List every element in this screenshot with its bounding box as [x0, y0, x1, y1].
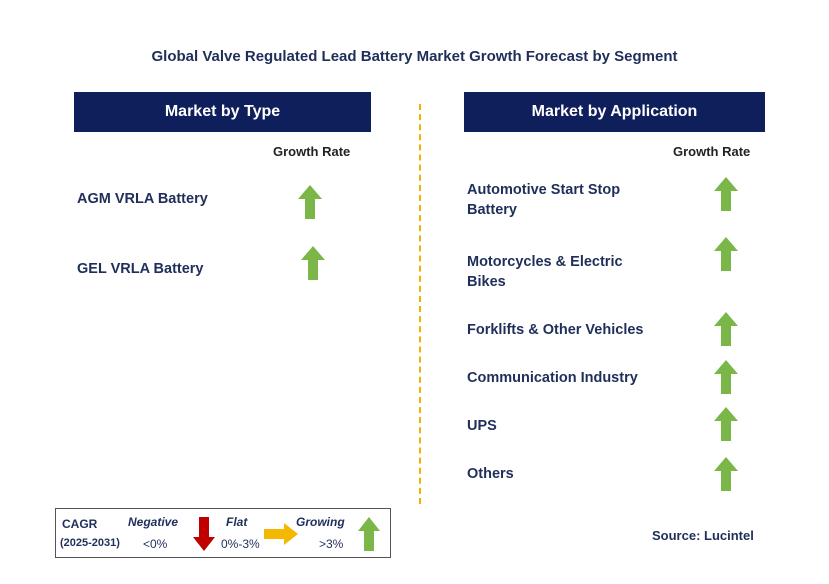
- growth-rate-label-application: Growth Rate: [673, 144, 751, 159]
- growing-arrow-icon: [714, 360, 738, 394]
- application-item-forklifts: Forklifts & Other Vehicles: [467, 322, 644, 338]
- type-item-gel: GEL VRLA Battery: [77, 261, 204, 277]
- source-label: Source: Lucintel: [652, 528, 754, 543]
- panel-divider: [419, 104, 421, 504]
- legend-negative-label: Negative: [128, 515, 179, 529]
- legend-flat-label: Flat: [226, 515, 248, 529]
- growing-arrow-icon: [301, 246, 325, 280]
- growing-arrow-icon: [714, 177, 738, 211]
- legend-growing-range: >3%: [319, 537, 344, 551]
- application-item-ups: UPS: [467, 418, 497, 434]
- application-item-others: Others: [467, 466, 514, 482]
- panel-heading-type: Market by Type: [74, 92, 371, 132]
- growth-rate-label-type: Growth Rate: [273, 144, 351, 159]
- page-title: Global Valve Regulated Lead Battery Mark…: [151, 48, 678, 65]
- application-item-automotive: Automotive Start Stop Battery: [467, 182, 621, 218]
- growing-arrow-icon: [714, 407, 738, 441]
- growing-arrow-icon: [358, 517, 380, 551]
- growing-arrow-icon: [298, 185, 322, 219]
- application-item-communication: Communication Industry: [467, 370, 638, 386]
- legend-growing-label: Growing: [296, 515, 345, 529]
- negative-arrow-icon: [193, 517, 215, 551]
- application-item-motorcycles: Motorcycles & Electric Bikes: [467, 254, 623, 290]
- legend-period: (2025-2031): [60, 537, 120, 549]
- flat-arrow-icon: [264, 523, 298, 545]
- growing-arrow-icon: [714, 237, 738, 271]
- growing-arrow-icon: [714, 457, 738, 491]
- legend-negative-range: <0%: [143, 537, 168, 551]
- growing-arrow-icon: [714, 312, 738, 346]
- panel-heading-application: Market by Application: [464, 92, 765, 132]
- type-item-agm: AGM VRLA Battery: [77, 191, 208, 207]
- legend-cagr-label: CAGR: [62, 517, 98, 531]
- legend-flat-range: 0%-3%: [221, 537, 260, 551]
- cagr-legend: CAGR (2025-2031) Negative <0% Flat 0%-3%…: [55, 508, 391, 558]
